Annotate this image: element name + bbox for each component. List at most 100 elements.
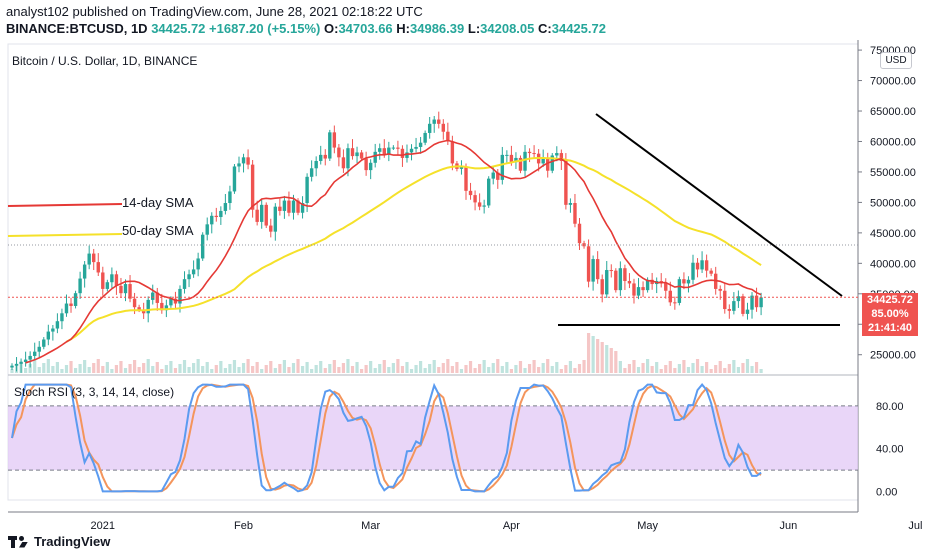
- candle-body: [328, 132, 332, 159]
- volume-bars: [10, 333, 763, 373]
- volume-bar: [287, 367, 291, 373]
- volume-bar: [51, 366, 55, 373]
- candle-body: [754, 295, 759, 308]
- candle-body: [459, 167, 464, 169]
- volume-bar: [473, 368, 477, 373]
- volume-bar: [391, 363, 395, 373]
- candle-body: [546, 158, 550, 171]
- volume-bar: [300, 366, 305, 373]
- volume-bar: [282, 360, 286, 373]
- price-tick-label: 65000.00: [870, 106, 916, 118]
- candle-body: [496, 172, 500, 180]
- volume-bar: [173, 368, 178, 373]
- volume-bar: [723, 368, 727, 373]
- volume-bar: [505, 362, 509, 373]
- candle-body: [246, 157, 250, 165]
- volume-bar: [414, 365, 418, 373]
- volume-bar: [296, 359, 300, 373]
- volume-bar: [527, 364, 532, 373]
- candle-body: [260, 204, 264, 222]
- volume-bar: [496, 359, 500, 373]
- volume-bar: [255, 362, 259, 373]
- candle-body: [405, 152, 409, 158]
- volume-bar: [518, 361, 523, 373]
- candle-body: [541, 158, 545, 164]
- volume-bar: [591, 336, 595, 373]
- volume-bar: [241, 363, 246, 373]
- volume-bar: [500, 366, 504, 373]
- candle-body: [464, 167, 468, 191]
- volume-bar: [219, 361, 223, 373]
- candle-body: [223, 203, 228, 211]
- candle-body: [609, 270, 613, 272]
- volume-bar: [405, 362, 409, 373]
- volume-bar: [364, 365, 368, 373]
- symbol-label: BINANCE:BTCUSD, 1D: [6, 21, 148, 36]
- volume-bar: [541, 363, 545, 373]
- sma14-label: 14-day SMA: [122, 195, 194, 210]
- candle-body: [741, 296, 745, 314]
- sma14-line: [25, 139, 762, 364]
- low-value: 34208.05: [480, 21, 535, 36]
- ohlc-line: BINANCE:BTCUSD, 1D 34425.72 +1687.20 (+5…: [6, 21, 606, 36]
- volume-bar: [314, 365, 318, 373]
- volume-bar: [446, 359, 450, 373]
- volume-bar: [332, 360, 336, 373]
- candle-body: [323, 154, 327, 159]
- candle-body: [378, 148, 382, 152]
- time-tick-label: Apr: [503, 520, 520, 532]
- candle-body: [568, 203, 573, 205]
- volume-bar: [378, 364, 382, 373]
- volume-bar: [478, 364, 482, 373]
- candle-body: [400, 148, 405, 158]
- volume-bar: [686, 367, 691, 373]
- time-tick-label: Mar: [361, 520, 380, 532]
- candle-body: [19, 362, 23, 364]
- candle-body: [709, 270, 713, 274]
- volume-bar: [119, 361, 123, 373]
- volume-bar: [423, 368, 427, 373]
- volume-bar: [709, 369, 713, 373]
- currency-button[interactable]: USD: [880, 52, 912, 69]
- candle-body: [350, 148, 355, 157]
- candle-body: [273, 206, 278, 232]
- candle-body: [364, 158, 368, 171]
- candle-body: [82, 264, 87, 279]
- candle-body: [110, 274, 114, 283]
- volume-bar: [568, 361, 573, 373]
- time-tick-label: 2021: [91, 520, 115, 532]
- volume-bar: [105, 362, 109, 373]
- high-label: H:: [396, 21, 411, 36]
- candle-body: [650, 279, 654, 285]
- volume-bar: [468, 361, 473, 373]
- candle-body: [359, 152, 364, 159]
- volume-bar: [114, 365, 119, 373]
- candle-body: [491, 172, 495, 179]
- volume-bar: [151, 366, 155, 373]
- price-tick-label: 60000.00: [870, 136, 916, 148]
- candle-body: [514, 157, 518, 163]
- volume-bar: [491, 363, 495, 373]
- volume-bar: [614, 351, 618, 373]
- volume-bar: [668, 361, 672, 373]
- volume-bar: [73, 368, 78, 373]
- candle-body: [686, 279, 691, 284]
- tradingview-footer[interactable]: TradingView: [8, 534, 110, 549]
- candle-body: [550, 155, 554, 171]
- volume-bar: [537, 367, 541, 373]
- open-label: O:: [323, 21, 339, 36]
- candle-body: [518, 157, 523, 171]
- volume-bar: [182, 360, 187, 373]
- volume-bar: [146, 359, 150, 373]
- volume-bar: [10, 369, 14, 373]
- volume-bar: [328, 364, 332, 373]
- price-tick-label: 25000.00: [870, 350, 916, 362]
- volume-bar: [618, 361, 622, 373]
- volume-bar: [228, 364, 232, 373]
- candle-body: [314, 160, 318, 169]
- candle-body: [232, 166, 237, 192]
- volume-bar: [623, 368, 627, 373]
- candle-body: [450, 141, 455, 164]
- volume-bar: [387, 367, 391, 373]
